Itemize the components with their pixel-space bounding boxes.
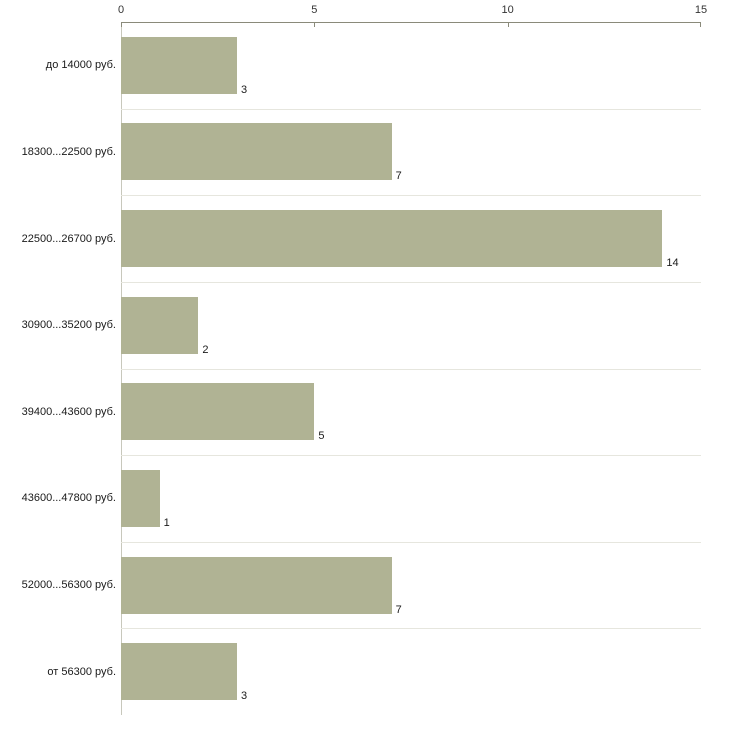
- y-axis-category-label: 18300...22500 руб.: [21, 145, 116, 158]
- bar[interactable]: [121, 36, 237, 94]
- row-separator: [121, 541, 701, 543]
- bar-value-label: 2: [202, 343, 209, 356]
- y-axis-category-label: до 14000 руб.: [45, 59, 116, 72]
- x-tick-mark: [507, 22, 509, 27]
- row-separator: [121, 455, 701, 457]
- x-tick-label: 10: [501, 4, 514, 16]
- y-axis-category-label: 22500...26700 руб.: [21, 232, 116, 245]
- x-tick-mark: [121, 22, 122, 27]
- y-axis-category-label: 30900...35200 руб.: [21, 319, 116, 332]
- bar[interactable]: [121, 469, 160, 527]
- x-tick-label: 0: [117, 4, 125, 16]
- x-tick-mark: [314, 22, 316, 27]
- x-tick-label: 15: [694, 4, 708, 16]
- y-axis-category-label: от 56300 руб.: [47, 665, 116, 678]
- row-separator: [121, 281, 701, 283]
- y-axis-category-label: 39400...43600 руб.: [21, 405, 116, 418]
- bar[interactable]: [121, 556, 392, 614]
- row-separator: [121, 195, 701, 197]
- row-separator: [121, 108, 701, 110]
- bar-value-label: 3: [241, 690, 248, 703]
- y-axis-category-label: 52000...56300 руб.: [21, 579, 116, 592]
- y-axis-category-label: 43600...47800 руб.: [21, 492, 116, 505]
- bar[interactable]: [121, 296, 199, 354]
- bar-value-label: 1: [163, 516, 170, 529]
- bar-value-label: 7: [395, 603, 402, 616]
- row-separator: [121, 368, 701, 370]
- x-tick-mark: [700, 22, 701, 27]
- bar-value-label: 5: [318, 430, 325, 443]
- bar[interactable]: [121, 123, 392, 181]
- bar-value-label: 3: [241, 83, 248, 96]
- x-tick-label: 5: [311, 4, 318, 16]
- bar-value-label: 14: [666, 257, 679, 270]
- bar[interactable]: [121, 210, 663, 268]
- row-separator: [121, 628, 701, 630]
- plot-area: [121, 22, 701, 715]
- bar[interactable]: [121, 643, 237, 701]
- bar-value-label: 7: [395, 170, 402, 183]
- x-axis-line: [121, 22, 701, 23]
- bar[interactable]: [121, 383, 315, 441]
